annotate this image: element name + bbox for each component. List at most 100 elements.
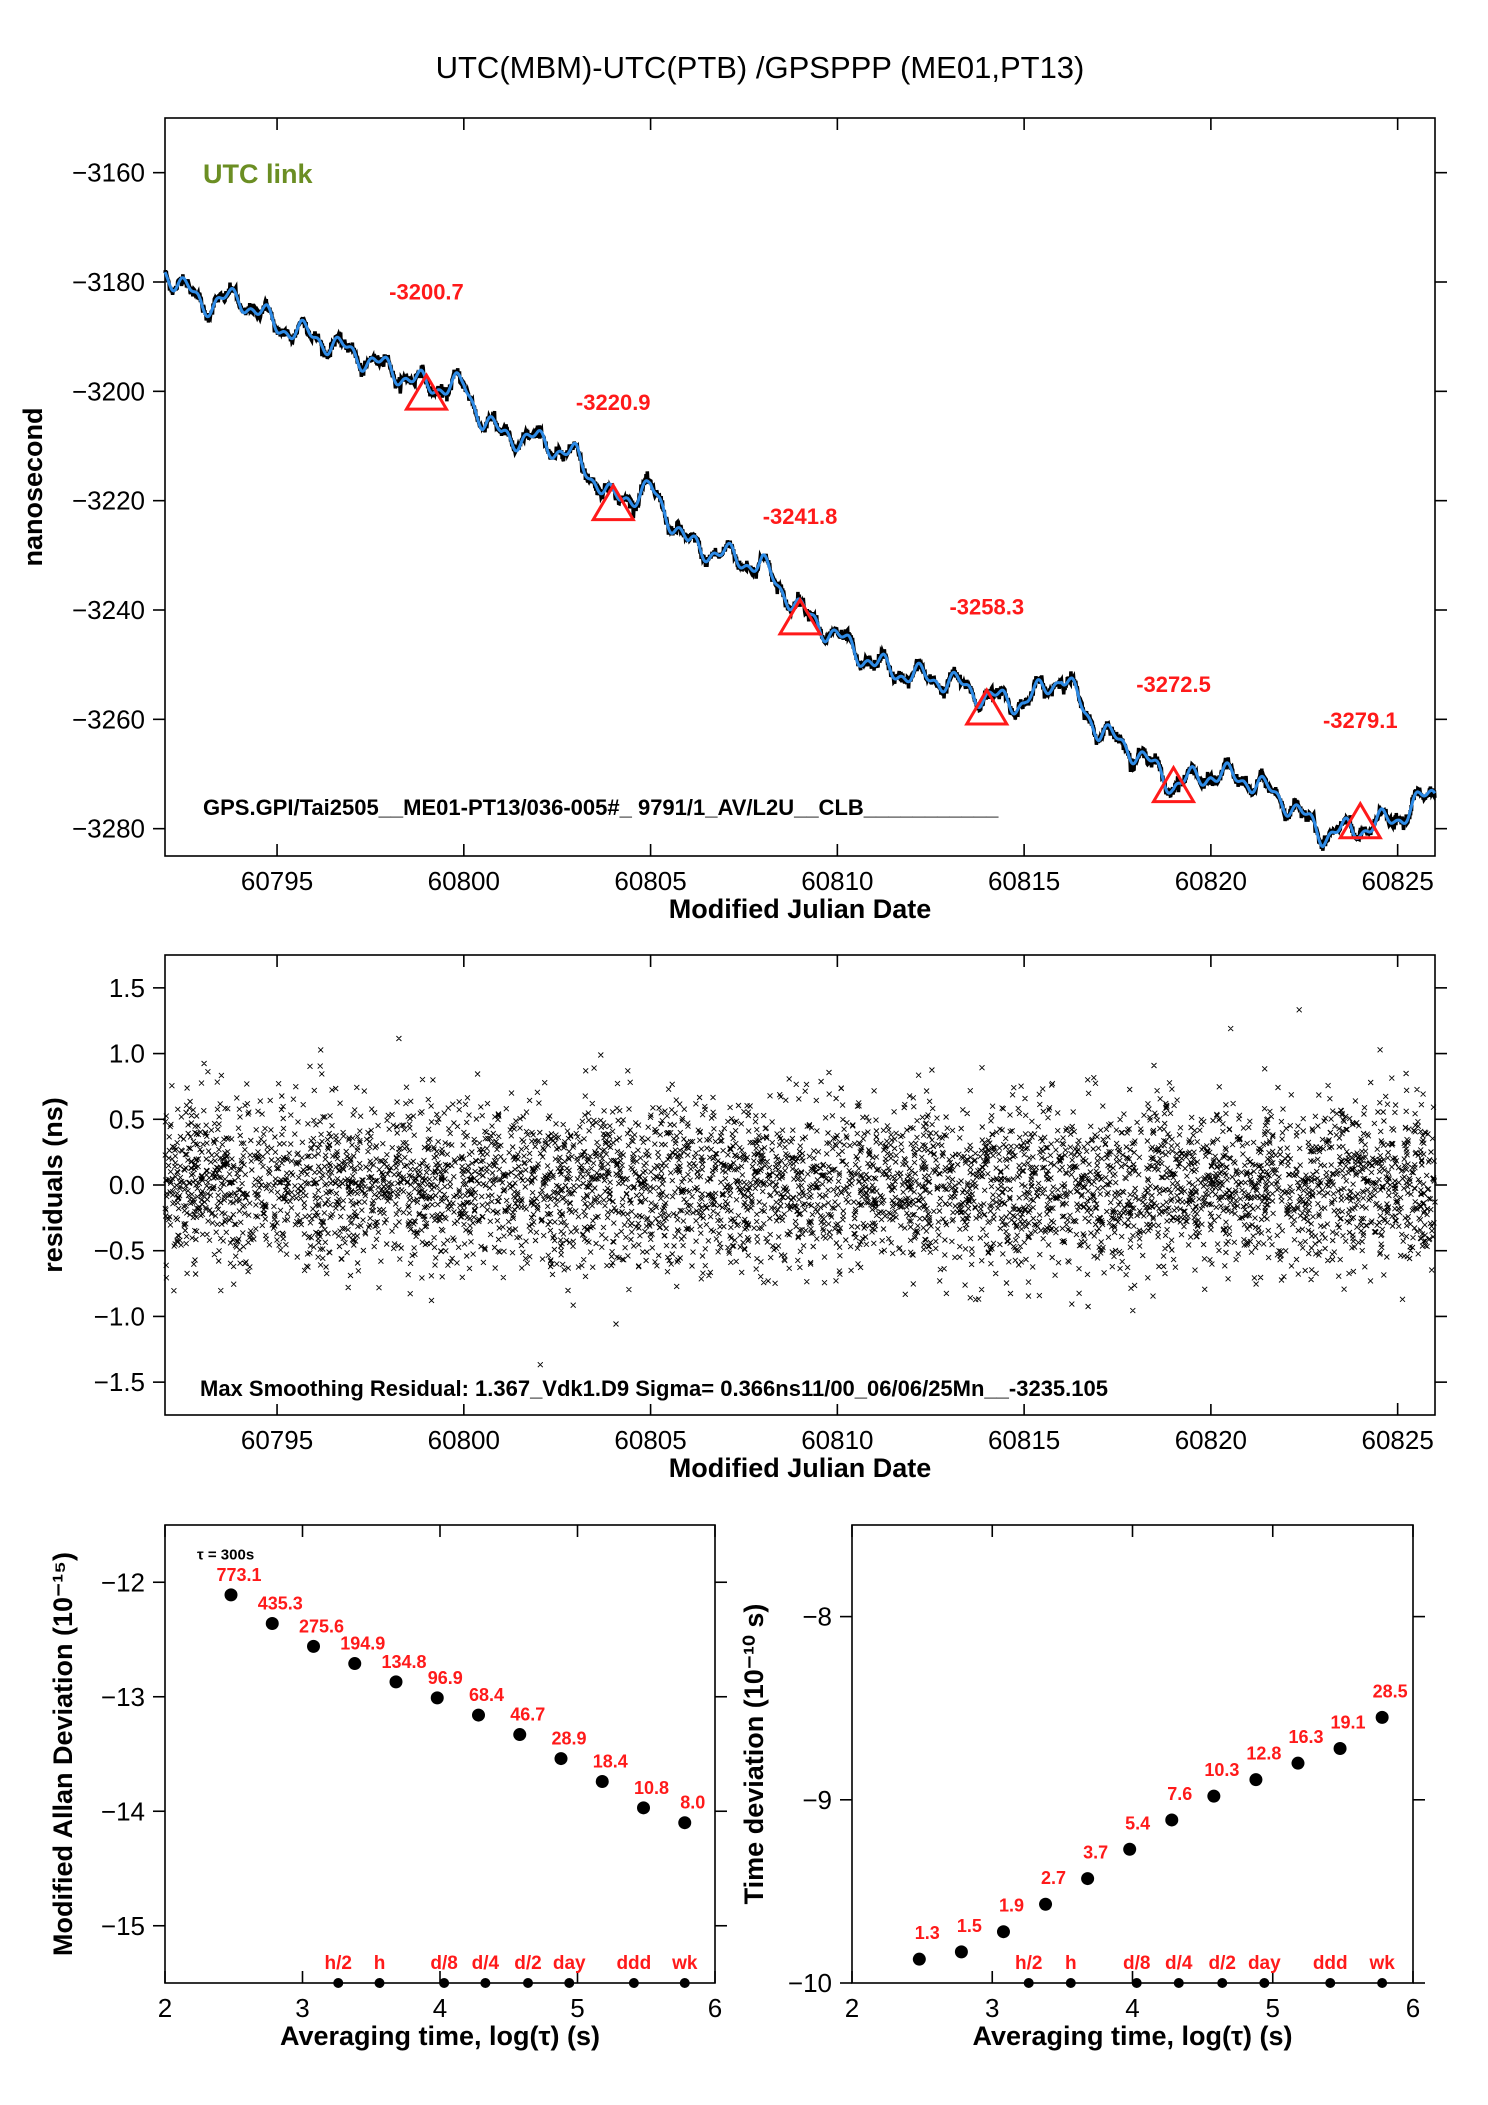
data-point <box>224 1588 238 1602</box>
x-tick-label: 60815 <box>988 1425 1060 1455</box>
y-axis-label: residuals (ns) <box>38 1097 68 1273</box>
time-marker-label: d/2 <box>514 1953 541 1974</box>
data-label: 2.7 <box>1041 1868 1066 1888</box>
time-marker-dot <box>1377 1978 1388 1988</box>
x-axis-label: Averaging time, log(τ) (s) <box>280 2021 600 2051</box>
marker-triangle <box>403 372 450 411</box>
time-marker-dot <box>1065 1978 1076 1988</box>
y-tick-label: −3160 <box>72 158 145 188</box>
residual-annotation: Max Smoothing Residual: 1.367_Vdk1.D9 Si… <box>200 1376 1108 1401</box>
time-marker-label: d/4 <box>1165 1953 1193 1974</box>
time-marker-label: d/8 <box>1123 1953 1150 1974</box>
data-label: 18.4 <box>593 1751 628 1771</box>
x-tick-label: 60800 <box>428 866 500 896</box>
data-point <box>554 1752 568 1766</box>
time-marker-label: d/4 <box>472 1953 500 1974</box>
data-label: 275.6 <box>299 1616 344 1636</box>
plot-frame <box>164 117 1436 857</box>
data-point <box>472 1708 485 1722</box>
data-point <box>637 1801 650 1815</box>
residual-points <box>162 1006 1438 1368</box>
y-tick-label: −0.5 <box>94 1236 145 1266</box>
data-point <box>595 1774 609 1788</box>
data-point <box>348 1657 362 1671</box>
x-axis-label: Modified Julian Date <box>669 894 932 924</box>
time-marker-label: ddd <box>616 1953 651 1974</box>
x-tick-label: 4 <box>433 1993 447 2023</box>
data-point <box>1081 1872 1095 1886</box>
y-tick-label: −10 <box>788 1968 832 1998</box>
data-label: 10.8 <box>634 1778 669 1798</box>
x-tick-label: 5 <box>570 1993 584 2023</box>
data-label: 7.6 <box>1167 1784 1192 1804</box>
mdev-panel: 2 3 4 5 6 −12 −13 −14 −15 Averaging time, log(τ) … <box>48 1524 727 2051</box>
y-tick-label: −3220 <box>72 486 145 516</box>
y-tick-label: −1.5 <box>94 1367 145 1397</box>
time-marker-dot <box>333 1978 344 1988</box>
data-label: 5.4 <box>1125 1813 1150 1833</box>
x-tick-label: 60825 <box>1361 1425 1433 1455</box>
legend-label: UTC link <box>203 159 313 189</box>
marker-label: -3272.5 <box>1136 672 1211 697</box>
marker-triangle <box>1337 800 1383 840</box>
x-tick-label: 60825 <box>1361 866 1433 896</box>
marker-label: -3220.9 <box>576 390 651 415</box>
data-label: 19.1 <box>1331 1713 1366 1733</box>
data-point <box>1249 1773 1263 1787</box>
x-tick-label: 60810 <box>801 1425 873 1455</box>
x-tick-label: 60795 <box>241 866 313 896</box>
data-point <box>1333 1742 1347 1756</box>
x-tick-label: 60805 <box>614 1425 686 1455</box>
data-label: 1.5 <box>957 1916 982 1936</box>
x-tick-label: 60815 <box>988 866 1060 896</box>
y-tick-label: −14 <box>101 1796 145 1826</box>
figure-title: UTC(MBM)-UTC(PTB) /GPSPPP (ME01,PT13) <box>436 50 1085 85</box>
data-point <box>678 1816 692 1830</box>
time-marker-label: h <box>1065 1953 1077 1974</box>
data-point <box>1375 1710 1389 1724</box>
file-label: GPS.GPI/Tai2505__ME01-PT13/036-005#_ 979… <box>203 795 999 820</box>
time-marker-label: day <box>553 1953 586 1974</box>
data-point <box>1207 1789 1221 1803</box>
y-tick-label: −12 <box>101 1567 145 1597</box>
data-point <box>430 1691 444 1705</box>
data-label: 194.9 <box>340 1634 385 1654</box>
x-tick-label: 60820 <box>1175 1425 1247 1455</box>
time-marker-dot <box>679 1978 690 1988</box>
plot-frame <box>851 1524 1414 1984</box>
data-label: 773.1 <box>216 1565 261 1585</box>
marker-label: -3200.7 <box>389 279 464 304</box>
data-label: 435.3 <box>258 1593 303 1613</box>
y-tick-label: −3240 <box>72 595 145 625</box>
data-label: 28.9 <box>551 1729 586 1749</box>
time-marker-dot <box>1325 1978 1336 1988</box>
x-axis-label: Averaging time, log(τ) (s) <box>972 2021 1292 2051</box>
data-label: 1.3 <box>915 1923 940 1943</box>
data-label: 134.8 <box>381 1652 426 1672</box>
y-tick-label: −1.0 <box>94 1301 145 1331</box>
data-label: 12.8 <box>1246 1744 1281 1764</box>
x-tick-label: 2 <box>158 1993 172 2023</box>
data-label: 1.9 <box>999 1896 1024 1916</box>
data-point <box>389 1675 403 1689</box>
series-line-smooth <box>163 271 1437 849</box>
marker-triangle <box>777 596 823 636</box>
time-marker-label: d/8 <box>430 1953 457 1974</box>
data-point <box>1165 1813 1179 1827</box>
y-tick-label: 1.0 <box>109 1039 145 1069</box>
y-tick-label: −15 <box>101 1911 145 1941</box>
x-tick-label: 3 <box>295 1993 309 2023</box>
time-marker-dot <box>439 1978 450 1988</box>
marker-triangle <box>590 482 636 522</box>
marker-label: -3279.1 <box>1323 708 1398 733</box>
y-tick-label: −9 <box>802 1785 832 1815</box>
x-tick-label: 3 <box>985 1993 999 2023</box>
time-marker-label: ddd <box>1313 1953 1348 1974</box>
data-point <box>954 1945 968 1959</box>
y-tick-label: 0.5 <box>109 1104 145 1134</box>
data-label: 10.3 <box>1204 1760 1239 1780</box>
time-marker-dot <box>523 1978 533 1988</box>
data-point <box>1039 1897 1053 1911</box>
tau-label: τ = 300s <box>197 1546 254 1563</box>
